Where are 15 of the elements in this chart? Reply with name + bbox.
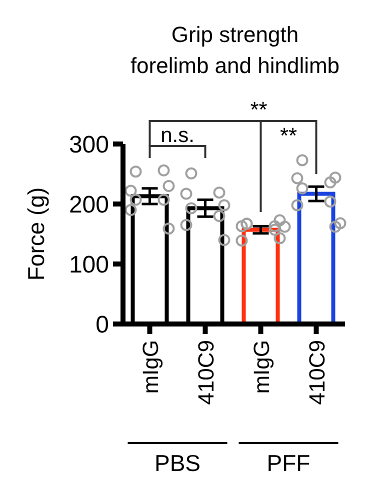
y-tick-label: 100 xyxy=(68,251,109,278)
x-tick-label: 410C9 xyxy=(304,340,330,405)
annotation: ** xyxy=(280,123,298,148)
y-tick-label: 200 xyxy=(68,191,109,218)
x-tick-label: mIgG xyxy=(138,340,163,394)
x-tick-label: mIgG xyxy=(248,340,274,394)
y-axis-title: Force (g) xyxy=(23,187,49,281)
annotation: n.s. xyxy=(160,124,194,147)
text: PFF xyxy=(266,450,310,476)
text: ** xyxy=(250,97,268,122)
y-tick-label: 0 xyxy=(96,311,109,338)
x-tick-label: 410C9 xyxy=(193,340,218,405)
y-tick-label: 300 xyxy=(68,131,109,158)
text: PBS xyxy=(154,450,201,476)
chart-title: Grip strength forelimb and hindlimb xyxy=(130,22,340,78)
